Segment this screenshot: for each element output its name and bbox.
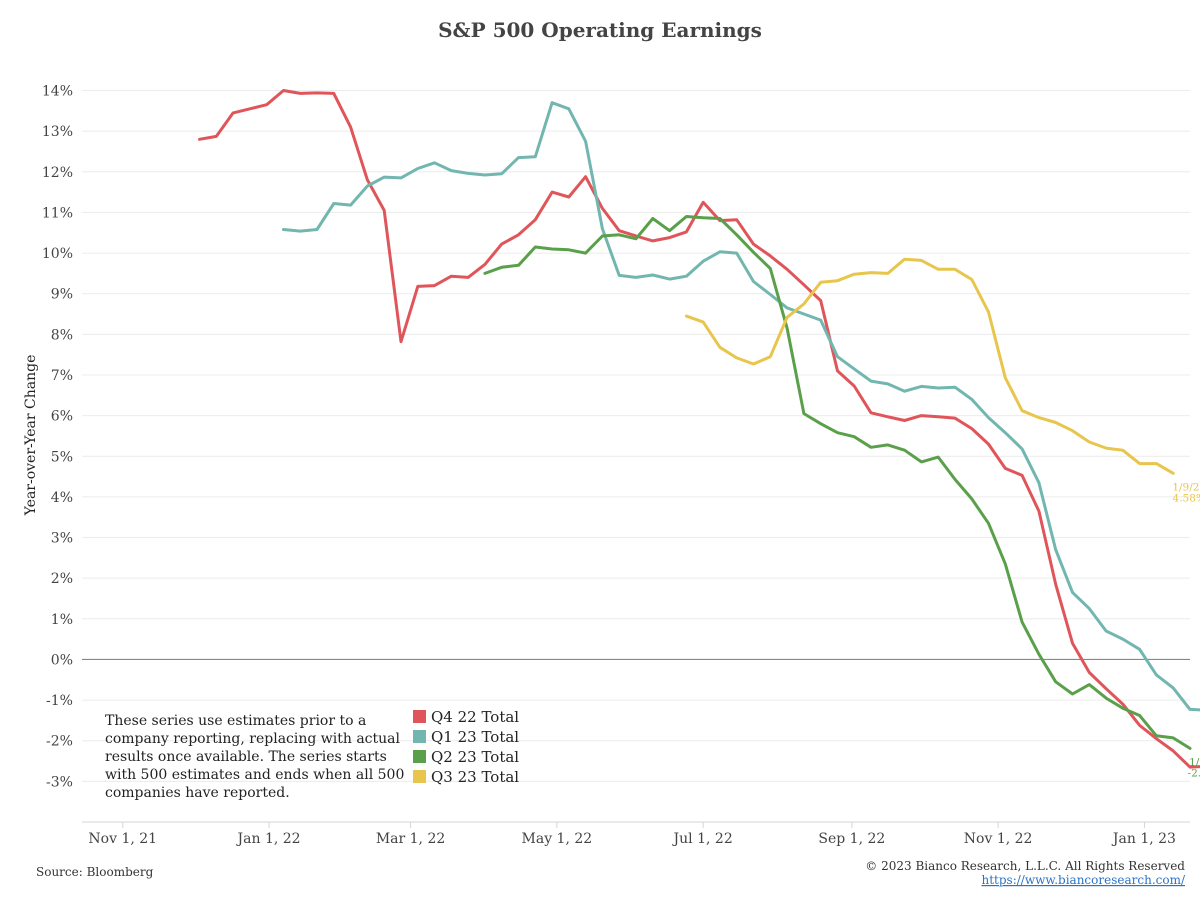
end-date-label: 1/9/23 (1172, 481, 1200, 493)
x-axis: Nov 1, 21 Jan 1, 22 Mar 1, 22 May 1, 22 Jul … (82, 821, 1190, 847)
y-tick-label: 3% (51, 531, 73, 547)
footer-url-link[interactable]: https://www.biancoresearch.com/ (981, 873, 1185, 887)
legend: Q4 22 Total Q1 23 Total Q2 23 Total Q3 23 T… (413, 708, 519, 786)
legend-label: Q1 23 Total (431, 728, 519, 746)
x-tick-label: Mar 1, 22 (376, 831, 445, 847)
legend-label: Q4 22 Total (431, 708, 519, 726)
series-line (483, 215, 1192, 750)
note-line: company reporting, replacing with actual (105, 731, 401, 747)
y-tick-label: -2% (46, 734, 73, 750)
x-tick-label: Jan 1, 23 (1111, 831, 1176, 847)
x-tick-label: Jul 1, 22 (672, 831, 733, 847)
legend-swatch (413, 770, 426, 783)
y-tick-label: 1% (51, 612, 73, 628)
x-tick-label: Nov 1, 21 (88, 831, 157, 847)
footer-copyright: © 2023 Bianco Research, L.L.C. All Right… (865, 859, 1185, 873)
end-date-label: 1/9/23 (1189, 756, 1200, 768)
chart-note: These series use estimates prior to a com… (105, 713, 404, 801)
legend-label: Q2 23 Total (431, 748, 519, 766)
x-tick-label: Sep 1, 22 (818, 831, 885, 847)
note-line: These series use estimates prior to a (105, 713, 366, 729)
series-line (198, 89, 1200, 769)
y-tick-label: 13% (42, 124, 73, 140)
note-line: companies have reported. (105, 785, 290, 801)
y-tick-label: 10% (42, 246, 73, 262)
y-tick-label: 5% (51, 449, 73, 465)
legend-label: Q3 23 Total (431, 768, 519, 786)
end-value-label: 4.58% (1173, 492, 1200, 504)
end-labels: 1/9/23-3.09%1/9/23-1.52%1/9/23-2.19%1/9/… (1172, 481, 1200, 779)
series-line (282, 101, 1200, 712)
gridlines (82, 90, 1190, 782)
y-tick-label: 4% (51, 490, 73, 506)
legend-swatch (413, 730, 426, 743)
y-tick-label: 8% (51, 327, 73, 343)
y-tick-label: 11% (42, 205, 73, 221)
note-line: results once available. The series start… (105, 749, 387, 765)
y-tick-labels: 14% 13% 12% 11% 10% 9% 8% 7% 6% 5% 4% 3% 2% 1% 0% -1% -2… (42, 84, 73, 791)
y-tick-label: 2% (51, 571, 73, 587)
y-tick-label: -1% (46, 693, 73, 709)
y-tick-label: 9% (51, 287, 73, 303)
series-line (684, 257, 1175, 475)
chart-title: S&P 500 Operating Earnings (438, 18, 762, 42)
y-tick-label: 6% (51, 409, 73, 425)
legend-swatch (413, 710, 426, 723)
y-axis-label: Year-over-Year Change (23, 355, 39, 517)
x-tick-label: May 1, 22 (522, 831, 593, 847)
series-lines (198, 89, 1200, 769)
footer-source: Source: Bloomberg (36, 865, 154, 879)
y-tick-label: 12% (42, 165, 73, 181)
note-line: with 500 estimates and ends when all 500 (105, 767, 404, 783)
y-tick-label: 0% (51, 652, 73, 668)
x-tick-label: Nov 1, 22 (964, 831, 1033, 847)
end-value-label: -2.19% (1188, 767, 1200, 779)
legend-swatch (413, 750, 426, 763)
x-tick-label: Jan 1, 22 (236, 831, 301, 847)
y-tick-label: 14% (42, 84, 73, 100)
y-tick-label: -3% (46, 774, 73, 790)
y-tick-label: 7% (51, 368, 73, 384)
